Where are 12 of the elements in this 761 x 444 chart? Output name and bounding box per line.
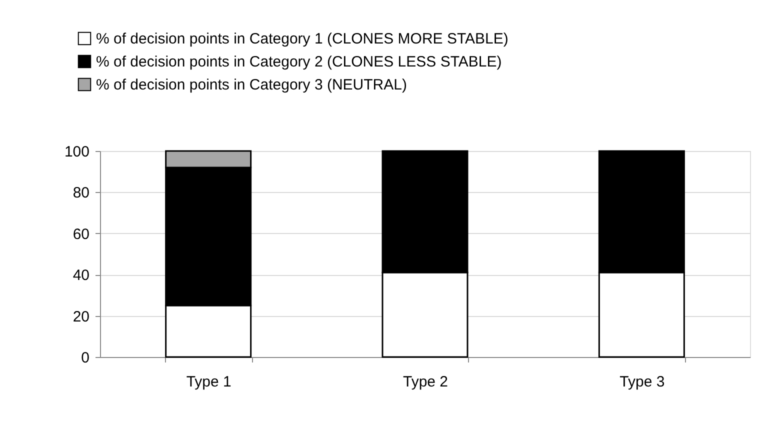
y-tick-label: 20	[72, 308, 90, 326]
y-tick-label: 40	[72, 267, 90, 284]
legend-label: % of decision points in Category 2 (CLONES LESS STABLE)	[96, 54, 502, 70]
x-tick-label: Type 1	[186, 374, 232, 390]
x-tick-label: Type 2	[402, 374, 448, 390]
legend-label: % of decision points in Category 1 (CLONES MORE STABLE)	[96, 30, 508, 48]
y-tick-label: 60	[72, 226, 90, 243]
y-tick-label: 0	[81, 350, 90, 366]
y-tick-label: 100	[64, 144, 90, 160]
x-tick-label: Type 3	[620, 374, 665, 390]
y-tick-label: 80	[72, 184, 90, 202]
legend-label: % of decision points in Category 3 (NEUTRAL)	[96, 76, 407, 94]
